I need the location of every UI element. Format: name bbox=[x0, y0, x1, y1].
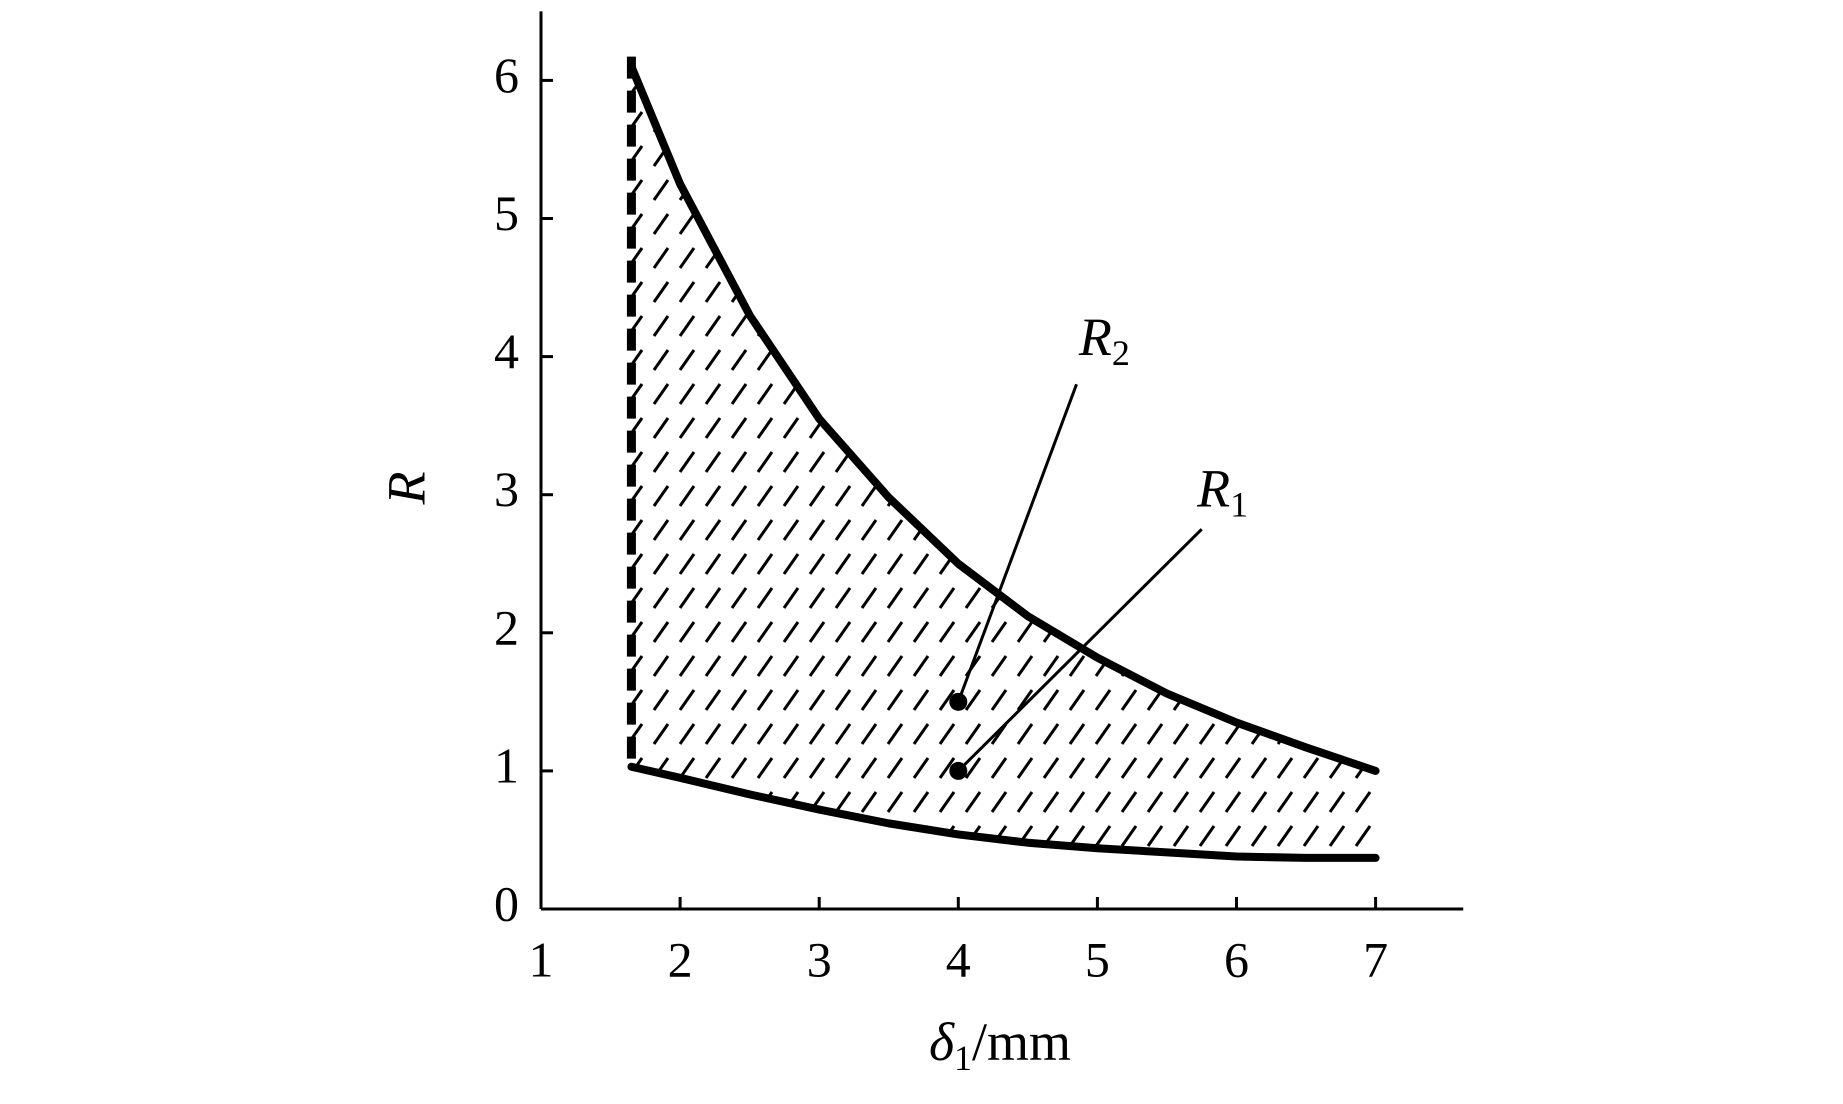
point bbox=[949, 761, 968, 780]
y-tick-label: 0 bbox=[494, 875, 519, 931]
annotation-leader bbox=[957, 528, 1203, 772]
y-tick-label: 6 bbox=[494, 47, 519, 103]
x-tick-label: 2 bbox=[668, 931, 693, 987]
y-axis-label: R bbox=[376, 472, 436, 506]
x-tick-label: 3 bbox=[807, 931, 832, 987]
y-tick-label: 1 bbox=[494, 737, 519, 793]
y-tick-label: 2 bbox=[494, 599, 519, 655]
y-tick-label: 3 bbox=[494, 461, 519, 517]
x-tick-label: 5 bbox=[1085, 931, 1110, 987]
point-label-symbol: R bbox=[1078, 307, 1112, 367]
x-axis-label: δ1/mm bbox=[929, 1012, 1071, 1078]
x-label-symbol: δ bbox=[929, 1012, 955, 1072]
annotation-leader bbox=[956, 383, 1078, 703]
point-label: R1 bbox=[1196, 459, 1248, 525]
point-label: R2 bbox=[1078, 307, 1130, 373]
x-label-unit: /mm bbox=[972, 1012, 1071, 1072]
hatched-region bbox=[631, 66, 1376, 858]
y-tick-label: 4 bbox=[494, 323, 519, 379]
x-tick-label: 1 bbox=[529, 931, 554, 987]
point-label-sub: 1 bbox=[1230, 485, 1248, 525]
point-label-symbol: R bbox=[1196, 459, 1230, 519]
x-tick-label: 7 bbox=[1363, 931, 1388, 987]
upper-boundary bbox=[627, 62, 1380, 775]
y-tick-label: 5 bbox=[494, 185, 519, 241]
point-label-sub: 2 bbox=[1112, 333, 1130, 373]
x-label-sub: 1 bbox=[954, 1038, 972, 1078]
x-tick-label: 4 bbox=[946, 931, 971, 987]
lower-boundary bbox=[627, 762, 1380, 862]
point bbox=[949, 692, 968, 711]
x-tick-label: 6 bbox=[1224, 931, 1249, 987]
